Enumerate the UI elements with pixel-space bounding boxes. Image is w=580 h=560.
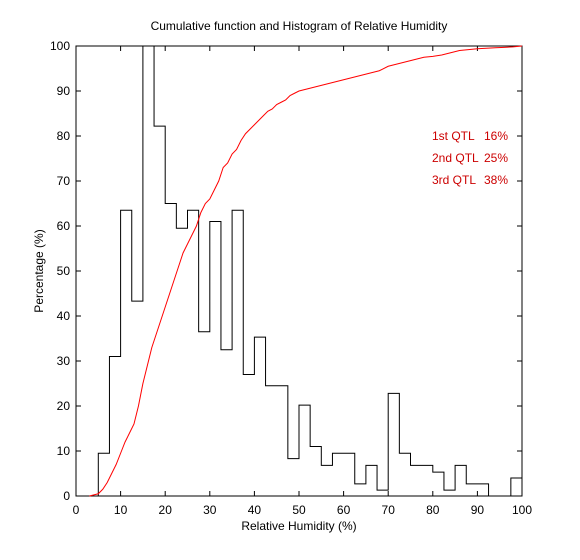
x-tick-label: 80: [426, 503, 440, 517]
x-axis-label: Relative Humidity (%): [241, 519, 356, 533]
y-tick-label: 100: [50, 39, 70, 53]
y-axis-label: Percentage (%): [32, 229, 46, 312]
quantile-label: 2nd QTL: [432, 151, 479, 165]
histogram-stairs: [89, 45, 523, 497]
quantile-annotations: 1st QTL 16% 2nd QTL 25% 3rd QTL 38%: [432, 129, 508, 187]
quantile-value: 38%: [484, 173, 508, 187]
x-tick-label: 100: [512, 503, 532, 517]
x-tick-label: 50: [292, 503, 306, 517]
y-tick-label: 50: [57, 264, 71, 278]
y-tick-label: 0: [63, 489, 70, 503]
cumulative-line: [89, 45, 523, 497]
y-tick-label: 70: [57, 174, 71, 188]
quantile-label: 3rd QTL: [432, 173, 476, 187]
y-tick-label: 80: [57, 129, 71, 143]
quantile-value: 25%: [484, 151, 508, 165]
y-tick-label: 90: [57, 84, 71, 98]
axis-ticks: 0 10 20 30 40 50 60 70 80 90 100 0 10 20 30 40 50 60 70 80 9…: [50, 39, 532, 517]
y-tick-label: 60: [57, 219, 71, 233]
y-tick-label: 20: [57, 399, 71, 413]
quantile-label: 1st QTL: [432, 129, 475, 143]
x-tick-label: 70: [382, 503, 396, 517]
x-tick-label: 30: [203, 503, 217, 517]
chart-marks: [89, 45, 523, 497]
x-tick-label: 60: [337, 503, 351, 517]
x-tick-label: 0: [73, 503, 80, 517]
y-tick-label: 40: [57, 309, 71, 323]
x-tick-label: 10: [114, 503, 128, 517]
y-tick-label: 30: [57, 354, 71, 368]
x-tick-label: 40: [248, 503, 262, 517]
y-tick-label: 10: [57, 444, 71, 458]
quantile-value: 16%: [484, 129, 508, 143]
chart-title: Cumulative function and Histogram of Rel…: [151, 19, 448, 33]
x-tick-label: 20: [159, 503, 173, 517]
x-tick-label: 90: [471, 503, 485, 517]
